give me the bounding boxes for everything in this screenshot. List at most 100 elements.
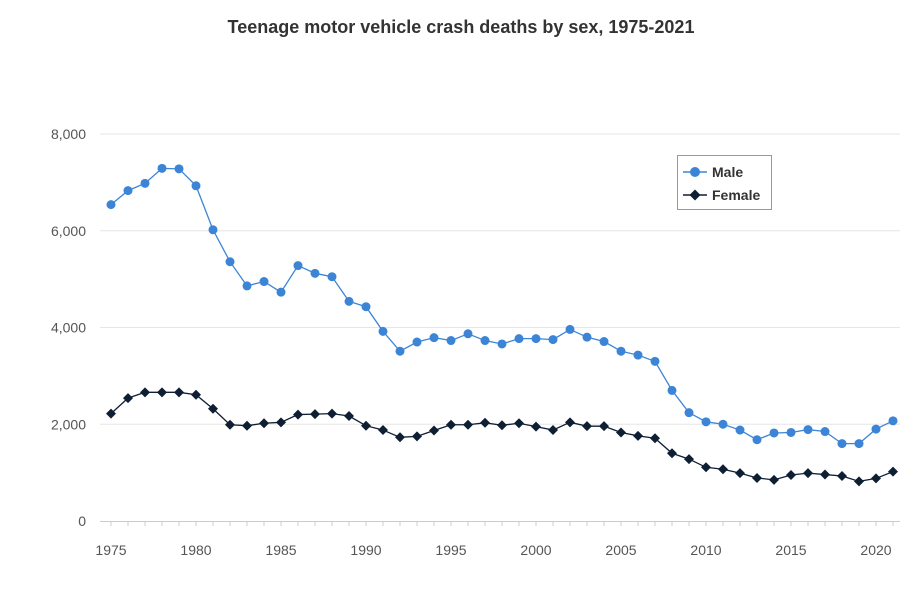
point-male-2020[interactable]: [871, 424, 881, 434]
point-female-1976[interactable]: [123, 393, 133, 404]
point-male-1981[interactable]: [208, 225, 218, 235]
point-female-1983[interactable]: [242, 420, 252, 431]
point-male-1999[interactable]: [514, 334, 524, 344]
point-male-2004[interactable]: [599, 337, 609, 347]
point-female-1997[interactable]: [480, 417, 490, 428]
point-male-2017[interactable]: [820, 427, 830, 437]
y-tick-label-0: 0: [78, 513, 86, 529]
legend-item-male[interactable]: Male: [678, 162, 773, 182]
point-male-1977[interactable]: [140, 178, 150, 188]
point-male-2008[interactable]: [667, 385, 677, 395]
point-male-2019[interactable]: [854, 439, 864, 449]
point-female-2007[interactable]: [650, 433, 660, 444]
point-female-2006[interactable]: [633, 430, 643, 441]
point-male-1998[interactable]: [497, 339, 507, 349]
point-female-1988[interactable]: [327, 408, 337, 419]
point-female-1992[interactable]: [395, 432, 405, 443]
point-female-2012[interactable]: [735, 468, 745, 479]
point-female-1996[interactable]: [463, 419, 473, 430]
point-male-1989[interactable]: [344, 296, 354, 306]
point-male-1983[interactable]: [242, 281, 252, 291]
point-male-2012[interactable]: [735, 425, 745, 435]
x-tick-label-1985: 1985: [265, 542, 296, 558]
point-male-2007[interactable]: [650, 356, 660, 366]
point-female-1986[interactable]: [293, 409, 303, 420]
point-female-1994[interactable]: [429, 425, 439, 436]
point-female-2003[interactable]: [582, 421, 592, 432]
y-tick-label-6000: 6,000: [51, 223, 86, 239]
point-male-1982[interactable]: [225, 257, 235, 267]
point-male-1990[interactable]: [361, 302, 371, 312]
point-female-2018[interactable]: [837, 471, 847, 482]
point-male-1994[interactable]: [429, 333, 439, 343]
point-female-2020[interactable]: [871, 473, 881, 484]
point-male-1975[interactable]: [106, 200, 116, 210]
point-female-2005[interactable]: [616, 427, 626, 438]
point-female-2015[interactable]: [786, 470, 796, 481]
point-female-1981[interactable]: [208, 403, 218, 414]
point-female-2010[interactable]: [701, 462, 711, 473]
point-male-2003[interactable]: [582, 332, 592, 342]
point-male-2013[interactable]: [752, 435, 762, 445]
point-male-2018[interactable]: [837, 439, 847, 449]
point-female-1990[interactable]: [361, 420, 371, 431]
point-female-1982[interactable]: [225, 419, 235, 430]
point-male-2006[interactable]: [633, 350, 643, 360]
point-male-1995[interactable]: [446, 336, 456, 346]
point-male-2010[interactable]: [701, 417, 711, 427]
point-male-1997[interactable]: [480, 336, 490, 346]
point-male-1985[interactable]: [276, 287, 286, 297]
point-male-1988[interactable]: [327, 272, 337, 282]
point-female-1979[interactable]: [174, 387, 184, 398]
point-female-2002[interactable]: [565, 417, 575, 428]
point-male-2014[interactable]: [769, 428, 779, 438]
point-female-1978[interactable]: [157, 387, 167, 398]
point-female-2014[interactable]: [769, 474, 779, 485]
point-male-1978[interactable]: [157, 163, 167, 173]
point-male-2000[interactable]: [531, 334, 541, 344]
point-female-2004[interactable]: [599, 421, 609, 432]
point-male-2016[interactable]: [803, 425, 813, 435]
point-male-1976[interactable]: [123, 186, 133, 196]
point-male-2005[interactable]: [616, 346, 626, 356]
point-female-1993[interactable]: [412, 431, 422, 442]
legend-item-female[interactable]: Female: [678, 185, 773, 205]
point-male-1986[interactable]: [293, 261, 303, 271]
point-male-1993[interactable]: [412, 337, 422, 347]
point-female-1998[interactable]: [497, 420, 507, 431]
point-female-2000[interactable]: [531, 421, 541, 432]
point-female-2019[interactable]: [854, 476, 864, 487]
point-female-1991[interactable]: [378, 425, 388, 436]
point-female-1975[interactable]: [106, 408, 116, 419]
point-female-1999[interactable]: [514, 418, 524, 429]
point-female-1984[interactable]: [259, 418, 269, 429]
point-male-1980[interactable]: [191, 181, 201, 191]
series-line-male: [110, 167, 894, 445]
point-female-1977[interactable]: [140, 387, 150, 398]
point-female-2009[interactable]: [684, 454, 694, 465]
point-male-1991[interactable]: [378, 326, 388, 336]
point-female-2011[interactable]: [718, 464, 728, 475]
point-male-2015[interactable]: [786, 427, 796, 437]
point-male-2011[interactable]: [718, 419, 728, 429]
point-female-2016[interactable]: [803, 468, 813, 479]
point-male-2009[interactable]: [684, 408, 694, 418]
point-male-1984[interactable]: [259, 277, 269, 287]
point-female-1989[interactable]: [344, 411, 354, 422]
point-male-1996[interactable]: [463, 329, 473, 339]
point-male-2001[interactable]: [548, 335, 558, 345]
point-male-2002[interactable]: [565, 324, 575, 334]
point-female-1987[interactable]: [310, 409, 320, 420]
point-male-1979[interactable]: [174, 164, 184, 174]
point-female-1980[interactable]: [191, 389, 201, 400]
point-male-2021[interactable]: [888, 416, 898, 426]
point-female-2013[interactable]: [752, 472, 762, 483]
point-male-1987[interactable]: [310, 268, 320, 278]
point-female-2021[interactable]: [888, 466, 898, 477]
point-female-2017[interactable]: [820, 469, 830, 480]
point-female-2008[interactable]: [667, 448, 677, 459]
point-female-1995[interactable]: [446, 419, 456, 430]
point-female-2001[interactable]: [548, 425, 558, 436]
point-female-1985[interactable]: [276, 417, 286, 428]
point-male-1992[interactable]: [395, 346, 405, 356]
